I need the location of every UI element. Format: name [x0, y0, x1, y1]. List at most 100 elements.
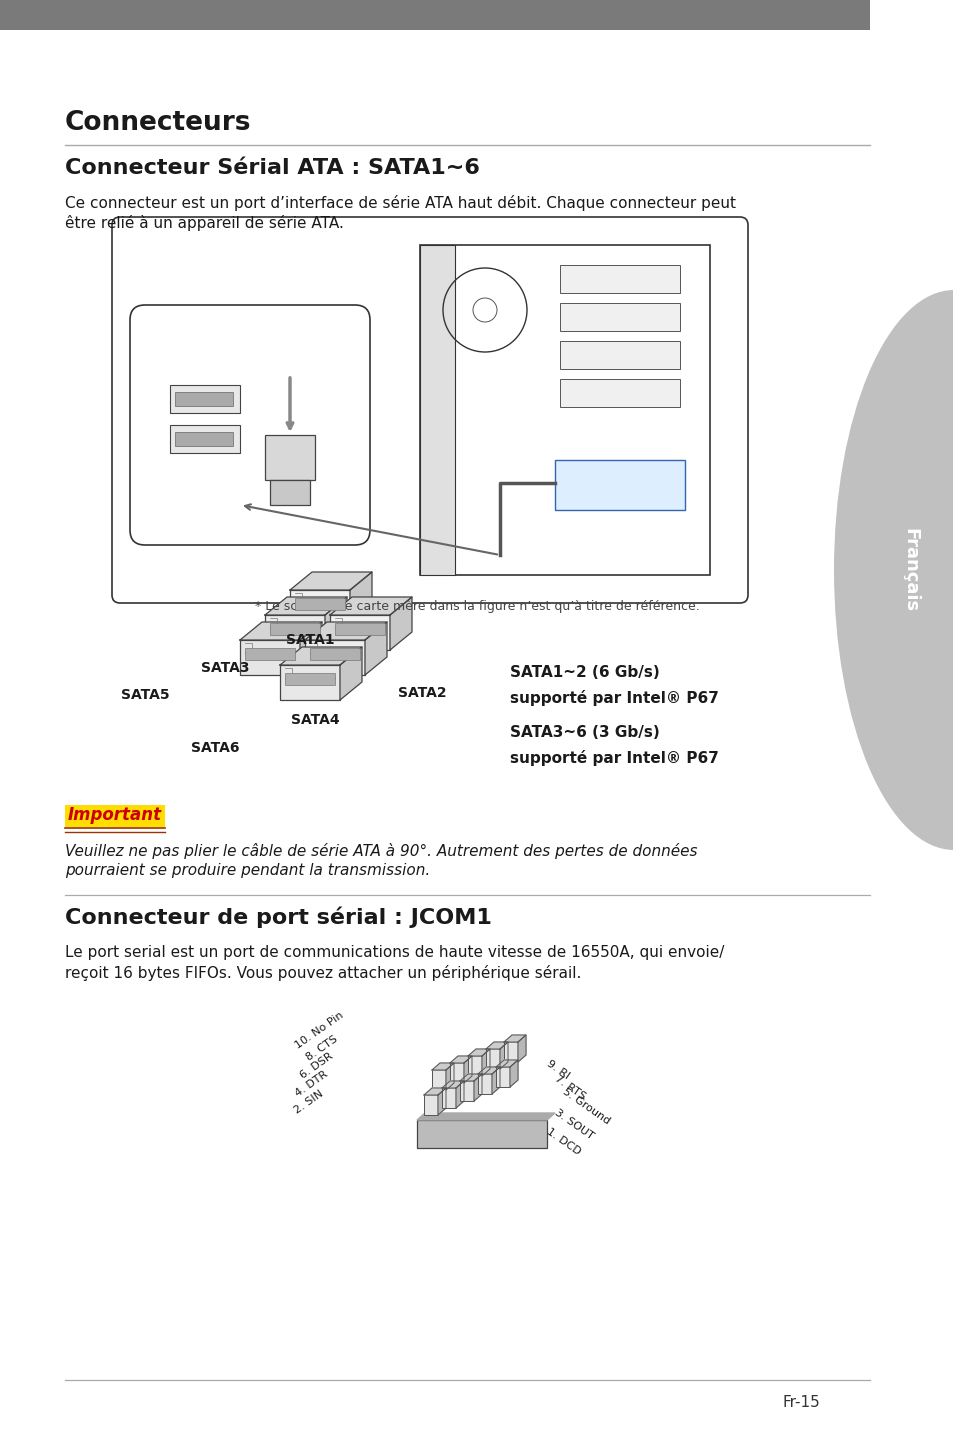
Polygon shape	[423, 1088, 446, 1095]
Text: 2. SIN: 2. SIN	[292, 1088, 325, 1116]
Text: supporté par Intel® P67: supporté par Intel® P67	[510, 750, 719, 766]
Bar	[280, 664, 339, 700]
Text: SATA1~2 (6 Gb/s): SATA1~2 (6 Gb/s)	[510, 664, 659, 680]
Polygon shape	[496, 1060, 517, 1067]
Bar	[416, 1120, 546, 1148]
Text: Le port serial est un port de communications de haute vitesse de 16550A, qui env: Le port serial est un port de communicat…	[65, 945, 723, 959]
Text: 3. SOUT: 3. SOUT	[553, 1107, 595, 1141]
Text: pourraient se produire pendant la transmission.: pourraient se produire pendant la transm…	[65, 863, 430, 878]
Polygon shape	[437, 1088, 446, 1116]
Text: supporté par Intel® P67: supporté par Intel® P67	[510, 690, 719, 706]
Text: être relié à un appareil de série ATA.: être relié à un appareil de série ATA.	[65, 215, 343, 231]
Polygon shape	[240, 621, 322, 640]
Polygon shape	[450, 1055, 472, 1063]
Text: SATA3: SATA3	[200, 662, 249, 674]
Bar	[450, 1063, 463, 1083]
Bar	[170, 425, 240, 453]
Polygon shape	[330, 597, 412, 614]
Polygon shape	[446, 1063, 454, 1090]
Polygon shape	[299, 621, 322, 674]
Bar	[432, 1070, 446, 1090]
Polygon shape	[350, 571, 372, 624]
Text: SATA3~6 (3 Gb/s): SATA3~6 (3 Gb/s)	[510, 725, 659, 740]
Bar	[559, 341, 679, 369]
Bar	[330, 614, 390, 650]
Polygon shape	[517, 1035, 525, 1063]
Text: 7. RTS: 7. RTS	[553, 1074, 587, 1103]
Polygon shape	[325, 597, 347, 650]
Polygon shape	[280, 647, 361, 664]
Bar	[245, 649, 294, 660]
Polygon shape	[463, 1055, 472, 1083]
Bar	[335, 623, 385, 636]
Text: Fr-15: Fr-15	[781, 1395, 820, 1411]
Text: 10. No Pin: 10. No Pin	[293, 1010, 345, 1050]
Bar	[170, 385, 240, 412]
Bar	[468, 1055, 481, 1075]
Polygon shape	[510, 1060, 517, 1087]
FancyBboxPatch shape	[112, 218, 747, 603]
Polygon shape	[365, 621, 387, 674]
Bar	[0, 0, 869, 30]
Text: Important: Important	[68, 806, 162, 823]
Bar	[285, 673, 335, 686]
Text: SATA1: SATA1	[285, 633, 334, 647]
Polygon shape	[481, 1050, 490, 1075]
Bar	[441, 1088, 456, 1108]
Text: reçoit 16 bytes FIFOs. Vous pouvez attacher un périphérique sérail.: reçoit 16 bytes FIFOs. Vous pouvez attac…	[65, 965, 580, 981]
Bar	[419, 245, 709, 576]
Polygon shape	[485, 1042, 507, 1050]
Bar	[559, 379, 679, 407]
Polygon shape	[390, 597, 412, 650]
Text: 6. DSR: 6. DSR	[298, 1051, 335, 1081]
Text: SATA4: SATA4	[291, 713, 339, 727]
Bar	[423, 1095, 437, 1116]
Text: SATA6: SATA6	[191, 740, 239, 755]
Polygon shape	[432, 1063, 454, 1070]
Text: Connecteur Sérial ATA : SATA1~6: Connecteur Sérial ATA : SATA1~6	[65, 158, 479, 178]
Bar	[305, 640, 365, 674]
Text: 8. CTS: 8. CTS	[305, 1034, 339, 1063]
Bar	[240, 640, 299, 674]
Polygon shape	[456, 1081, 463, 1108]
Polygon shape	[290, 571, 372, 590]
FancyBboxPatch shape	[130, 305, 370, 546]
Text: SATA5: SATA5	[121, 687, 169, 702]
Bar	[485, 1050, 499, 1070]
Polygon shape	[416, 1113, 555, 1120]
Polygon shape	[503, 1035, 525, 1042]
Bar	[496, 1067, 510, 1087]
Polygon shape	[305, 621, 387, 640]
Polygon shape	[468, 1050, 490, 1055]
Polygon shape	[459, 1074, 481, 1081]
Polygon shape	[441, 1081, 463, 1088]
Bar	[559, 304, 679, 331]
Bar	[477, 1074, 492, 1094]
Polygon shape	[474, 1074, 481, 1101]
Bar	[419, 245, 455, 576]
Text: Veuillez ne pas plier le câble de série ATA à 90°. Autrement des pertes de donné: Veuillez ne pas plier le câble de série …	[65, 843, 697, 859]
Text: Connecteurs: Connecteurs	[65, 110, 252, 136]
FancyBboxPatch shape	[270, 480, 310, 505]
Bar	[270, 623, 319, 636]
Text: Ce connecteur est un port d’interface de série ATA haut débit. Chaque connecteur: Ce connecteur est un port d’interface de…	[65, 195, 735, 211]
Polygon shape	[477, 1067, 499, 1074]
FancyBboxPatch shape	[265, 435, 314, 480]
Text: SATA2: SATA2	[397, 686, 446, 700]
Polygon shape	[492, 1067, 499, 1094]
Text: 1. DCD: 1. DCD	[544, 1127, 582, 1157]
Text: * Le schéma de carte mère dans la figure n’est qu’à titre de référence.: * Le schéma de carte mère dans la figure…	[254, 600, 699, 613]
Bar	[174, 432, 233, 445]
Bar	[503, 1042, 517, 1063]
Bar	[65, 805, 165, 828]
Polygon shape	[265, 597, 347, 614]
Polygon shape	[339, 647, 361, 700]
Bar	[555, 460, 684, 510]
Text: 5. Ground: 5. Ground	[560, 1085, 612, 1126]
Text: 9. RI: 9. RI	[544, 1058, 571, 1081]
Text: Connecteur de port sérial : JCOM1: Connecteur de port sérial : JCOM1	[65, 906, 492, 928]
Bar	[459, 1081, 474, 1101]
Polygon shape	[499, 1042, 507, 1070]
Text: Français: Français	[900, 528, 918, 611]
Bar	[265, 614, 325, 650]
